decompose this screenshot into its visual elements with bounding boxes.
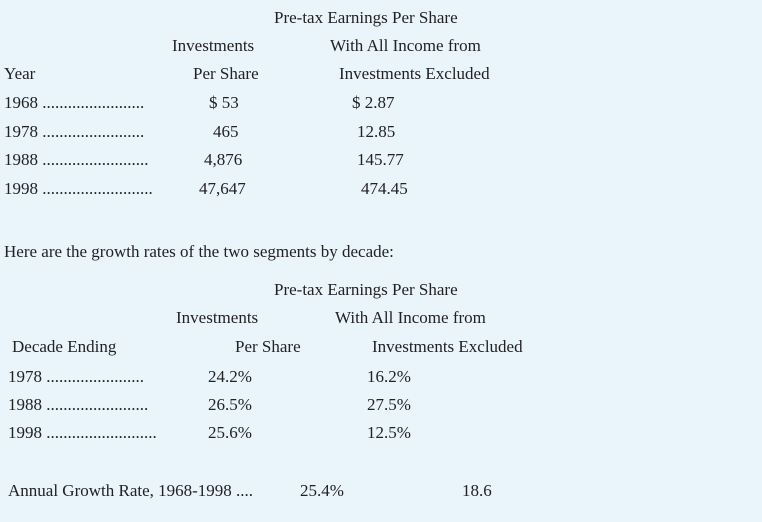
table1-investments-header-line1: Investments	[172, 36, 255, 55]
table2-row-pretax: 12.5%	[367, 423, 411, 442]
table2-row-investments: 25.6%	[208, 423, 252, 442]
table1-row-pretax: 145.77	[357, 150, 404, 169]
table1-pretax-header-line1: Pre-tax Earnings Per Share	[274, 8, 458, 27]
annual-growth-label: Annual Growth Rate, 1968-1998 ....	[8, 481, 254, 500]
table2-pretax-header-line2: With All Income from	[335, 308, 486, 327]
table2-row-decade: 1998 ..........................	[8, 423, 157, 442]
table1-year-header: Year	[4, 64, 36, 83]
table1-row-investments: $ 53	[209, 93, 239, 112]
table1-pretax-header-line3: Investments Excluded	[339, 64, 490, 83]
annual-growth-investments: 25.4%	[300, 481, 344, 500]
table1-row-year: 1968 ........................	[4, 93, 145, 112]
table1-row-pretax: 12.85	[357, 122, 396, 141]
table1-row-year: 1988 .........................	[4, 150, 149, 169]
table2-row-decade: 1978 .......................	[8, 367, 144, 386]
table1-row-year: 1998 ..........................	[4, 179, 153, 198]
table2-investments-header-line1: Investments	[176, 308, 259, 327]
table1-row-investments: 465	[213, 122, 239, 141]
table1-investments-header-line2: Per Share	[193, 64, 259, 83]
table1-pretax-header-line2: With All Income from	[330, 36, 481, 55]
table2-row-pretax: 27.5%	[367, 395, 411, 414]
table2-row-decade: 1988 ........................	[8, 395, 149, 414]
table1-row-investments: 47,647	[199, 179, 246, 198]
table2-row-investments: 24.2%	[208, 367, 252, 386]
table2-pretax-header-line1: Pre-tax Earnings Per Share	[274, 280, 458, 299]
table1-row-pretax: 474.45	[361, 179, 408, 198]
annual-growth-pretax: 18.6	[462, 481, 492, 500]
table2-decade-header: Decade Ending	[12, 337, 117, 356]
intro-text: Here are the growth rates of the two seg…	[4, 242, 394, 261]
table2-row-pretax: 16.2%	[367, 367, 411, 386]
table2-row-investments: 26.5%	[208, 395, 252, 414]
table1-row-investments: 4,876	[204, 150, 243, 169]
table1-row-year: 1978 ........................	[4, 122, 145, 141]
table1-row-pretax: $ 2.87	[352, 93, 395, 112]
table2-investments-header-line2: Per Share	[235, 337, 301, 356]
table2-pretax-header-line3: Investments Excluded	[372, 337, 523, 356]
